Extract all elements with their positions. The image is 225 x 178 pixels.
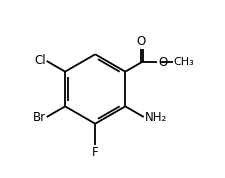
Text: Cl: Cl [34, 54, 45, 67]
Text: NH₂: NH₂ [144, 111, 166, 124]
Text: Br: Br [32, 111, 45, 124]
Text: F: F [92, 146, 98, 159]
Text: O: O [136, 35, 145, 48]
Text: CH₃: CH₃ [172, 57, 193, 67]
Text: O: O [158, 56, 167, 69]
